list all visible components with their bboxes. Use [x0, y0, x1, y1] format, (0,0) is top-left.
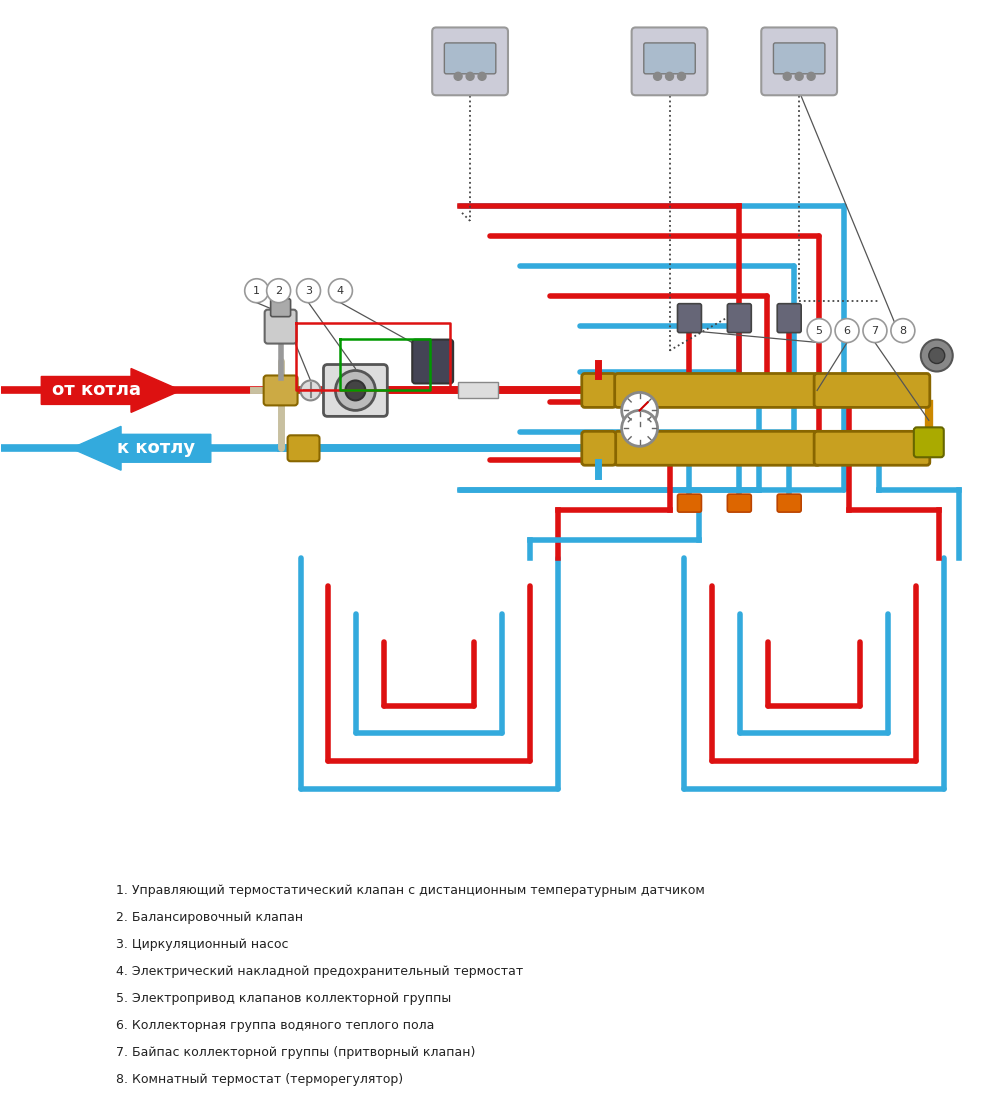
FancyBboxPatch shape [761, 28, 837, 96]
FancyBboxPatch shape [727, 494, 751, 513]
Text: 1. Управляющий термостатический клапан с дистанционным температурным датчиком: 1. Управляющий термостатический клапан с… [116, 884, 705, 898]
Circle shape [863, 319, 887, 342]
FancyBboxPatch shape [644, 43, 695, 74]
FancyBboxPatch shape [777, 304, 801, 332]
Text: 6. Коллекторная группа водяного теплого пола: 6. Коллекторная группа водяного теплого … [116, 1019, 434, 1032]
FancyBboxPatch shape [444, 43, 496, 74]
Text: 8. Комнатный термостат (терморегулятор): 8. Комнатный термостат (терморегулятор) [116, 1072, 403, 1086]
FancyBboxPatch shape [632, 28, 707, 96]
FancyBboxPatch shape [773, 43, 825, 74]
Circle shape [795, 73, 803, 80]
Text: 1: 1 [253, 286, 260, 296]
FancyBboxPatch shape [288, 436, 320, 461]
Circle shape [783, 73, 791, 80]
Circle shape [891, 319, 915, 342]
FancyBboxPatch shape [264, 375, 298, 406]
Text: 3. Циркуляционный насос: 3. Циркуляционный насос [116, 938, 289, 950]
FancyBboxPatch shape [678, 304, 701, 332]
Text: к котлу: к котлу [117, 439, 195, 458]
FancyBboxPatch shape [777, 494, 801, 513]
FancyBboxPatch shape [271, 299, 291, 317]
FancyBboxPatch shape [615, 431, 820, 465]
FancyBboxPatch shape [914, 427, 944, 458]
Circle shape [835, 319, 859, 342]
Text: 7. Байпас коллекторной группы (притворный клапан): 7. Байпас коллекторной группы (притворны… [116, 1046, 475, 1058]
Circle shape [478, 73, 486, 80]
FancyBboxPatch shape [814, 431, 930, 465]
Circle shape [678, 73, 685, 80]
Text: 7: 7 [871, 326, 879, 336]
Text: 5: 5 [816, 326, 823, 336]
Text: 5. Электропривод клапанов коллекторной группы: 5. Электропривод клапанов коллекторной г… [116, 992, 451, 1004]
Circle shape [807, 319, 831, 342]
FancyBboxPatch shape [814, 374, 930, 407]
FancyBboxPatch shape [412, 340, 453, 384]
Circle shape [666, 73, 674, 80]
Circle shape [245, 278, 269, 303]
FancyBboxPatch shape [323, 364, 387, 417]
Circle shape [328, 278, 352, 303]
FancyBboxPatch shape [727, 304, 751, 332]
Text: 8: 8 [899, 326, 906, 336]
Text: 6: 6 [844, 326, 851, 336]
Circle shape [345, 381, 365, 400]
Circle shape [929, 348, 945, 363]
Circle shape [921, 340, 953, 372]
FancyBboxPatch shape [265, 310, 297, 343]
Circle shape [466, 73, 474, 80]
FancyArrow shape [41, 368, 181, 412]
Text: 3: 3 [305, 286, 312, 296]
Text: от котла: от котла [52, 382, 141, 399]
Circle shape [654, 73, 662, 80]
Circle shape [335, 371, 375, 410]
FancyBboxPatch shape [432, 28, 508, 96]
FancyBboxPatch shape [615, 374, 820, 407]
Circle shape [622, 393, 658, 428]
Text: 2: 2 [275, 286, 282, 296]
Text: 4: 4 [337, 286, 344, 296]
Circle shape [301, 381, 321, 400]
Circle shape [297, 278, 320, 303]
Circle shape [807, 73, 815, 80]
FancyBboxPatch shape [582, 374, 616, 407]
Circle shape [454, 73, 462, 80]
Circle shape [622, 410, 658, 447]
FancyBboxPatch shape [458, 383, 498, 398]
FancyArrow shape [71, 427, 211, 470]
FancyBboxPatch shape [582, 431, 616, 465]
Circle shape [267, 278, 291, 303]
Text: 2. Балансировочный клапан: 2. Балансировочный клапан [116, 911, 303, 924]
FancyBboxPatch shape [678, 494, 701, 513]
Text: 4. Электрический накладной предохранительный термостат: 4. Электрический накладной предохранител… [116, 965, 523, 978]
